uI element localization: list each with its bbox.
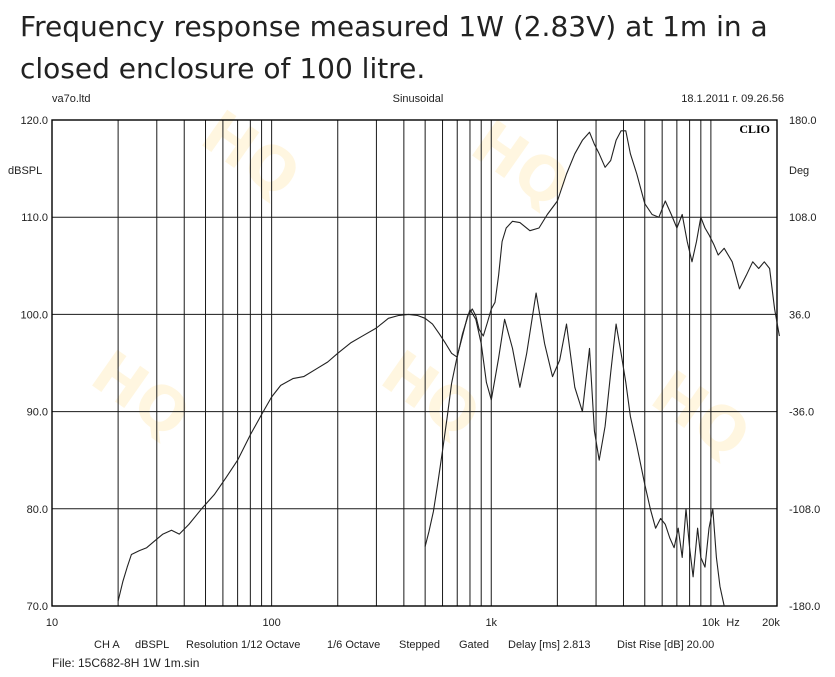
y2-tick-label: 180.0 (789, 115, 817, 127)
x-tick-label: 1k (485, 617, 497, 629)
measurement-setting: dBSPL (135, 639, 169, 651)
header-right-text: 18.1.2011 г. 09.26.56 (681, 93, 784, 105)
file-name: File: 15C682-8H 1W 1m.sin (52, 656, 200, 670)
measurement-setting: Delay [ms] 2.813 (508, 639, 591, 651)
y2-tick-label: -36.0 (789, 407, 814, 419)
clio-brand: CLIO (739, 122, 770, 136)
y-tick-label: 120.0 (20, 115, 48, 127)
y-tick-label: 80.0 (27, 504, 48, 516)
measurement-setting: Resolution 1/12 Octave (186, 639, 300, 651)
y2-tick-label: -108.0 (789, 504, 820, 516)
y-tick-label: 100.0 (20, 309, 48, 321)
x-tick-label: 10 (46, 617, 58, 629)
measurement-setting: Dist Rise [dB] 20.00 (617, 639, 714, 651)
y2-tick-label: 108.0 (789, 212, 817, 224)
measurement-setting: Gated (459, 639, 489, 651)
header-left-text: va7o.ltd (52, 93, 91, 105)
y-axis-unit-label: dBSPL (8, 165, 42, 177)
x-tick-label: 20k (762, 617, 780, 629)
x-tick-label: 10k (702, 617, 720, 629)
header-center-text: Sinusoidal (393, 93, 444, 105)
x-axis-unit-label: Hz (726, 617, 739, 629)
y-tick-label: 110.0 (21, 212, 48, 224)
measurement-setting: CH A (94, 639, 120, 651)
measurement-setting: Stepped (399, 639, 440, 651)
plot-frame (51, 119, 778, 607)
y2-axis-unit-label: Deg (789, 165, 809, 177)
phase-curve (424, 130, 780, 547)
spl-curve (117, 292, 725, 607)
y2-tick-label: 36.0 (789, 309, 810, 321)
y-tick-label: 90.0 (27, 407, 48, 419)
measurement-setting: 1/6 Octave (327, 639, 380, 651)
x-tick-label: 100 (262, 617, 280, 629)
y-tick-label: 70.0 (27, 601, 48, 613)
y2-tick-label: -180.0 (789, 601, 820, 613)
page-heading: Frequency response measured 1W (2.83V) a… (20, 10, 768, 85)
